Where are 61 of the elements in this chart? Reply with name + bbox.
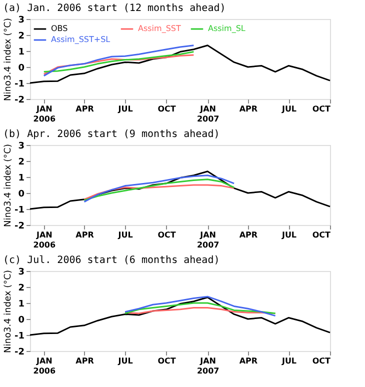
y-tick-label: 0 — [18, 316, 24, 326]
y-tick-label: 2 — [18, 284, 24, 294]
y-tick-label: -1 — [14, 80, 24, 90]
line-series — [29, 44, 331, 84]
x-tick-label: OCT — [158, 230, 176, 240]
x-tick-label: OCT — [312, 104, 332, 114]
chart-title: (a) Jan. 2006 start (12 months ahead) — [3, 3, 226, 14]
y-axis-title: Nino3.4 index (°C) — [4, 144, 14, 227]
legend-label: OBS — [51, 24, 68, 33]
y-tick-label: 1 — [18, 174, 24, 184]
x-tick-label: JUL — [117, 230, 133, 240]
y-tick-label: -2 — [14, 96, 24, 106]
x-tick-label: JAN 2006 — [33, 104, 56, 124]
x-tick-label: APR — [76, 230, 94, 240]
x-tick-label: JAN 2007 — [196, 104, 220, 124]
y-tick-label: -2 — [14, 222, 24, 232]
line-series — [84, 174, 235, 203]
y-tick-label: 3 — [18, 268, 24, 278]
y-tick-label: 1 — [18, 48, 24, 58]
line-series — [29, 170, 331, 210]
y-tick-label: 1 — [18, 300, 24, 310]
line-series — [29, 296, 331, 336]
line-series — [43, 44, 194, 77]
x-tick-label: JUL — [117, 356, 133, 366]
x-tick-label: JAN 2006 — [33, 230, 56, 250]
x-tick-label: OCT — [158, 356, 176, 366]
y-tick-label: 3 — [18, 16, 24, 26]
x-tick-label: JAN 2006 — [33, 356, 56, 376]
x-tick-label: JUL — [280, 230, 297, 240]
x-tick-label: JAN 2007 — [196, 356, 220, 376]
line-series — [124, 296, 276, 317]
chart-title: (c) Jul. 2006 start (6 months ahead) — [3, 255, 220, 266]
y-tick-label: 2 — [18, 158, 24, 168]
y-tick-label: 2 — [18, 32, 24, 42]
chart-title: (b) Apr. 2006 start (9 months ahead) — [3, 129, 220, 140]
line-series — [84, 178, 235, 201]
y-tick-label: 0 — [18, 190, 24, 200]
x-tick-label: JUL — [117, 104, 133, 114]
x-tick-label: JUL — [280, 356, 297, 366]
y-tick-label: 3 — [18, 142, 24, 152]
x-tick-label: JAN 2007 — [196, 230, 220, 250]
x-tick-label: JUL — [280, 104, 297, 114]
x-tick-label: APR — [239, 230, 258, 240]
x-tick-label: OCT — [312, 356, 332, 366]
legend-label: Assim_SST — [138, 24, 181, 33]
x-tick-label: APR — [76, 356, 94, 366]
x-tick-label: APR — [239, 356, 258, 366]
legend-label: Assim_SST+SL — [51, 35, 111, 44]
y-tick-label: 0 — [18, 64, 24, 74]
y-tick-label: -1 — [14, 206, 24, 216]
x-tick-label: APR — [239, 104, 258, 114]
line-series — [84, 184, 235, 200]
x-tick-label: OCT — [158, 104, 176, 114]
y-tick-label: -2 — [14, 348, 24, 358]
y-tick-label: -1 — [14, 332, 24, 342]
legend-label: Assim_SL — [208, 24, 246, 33]
x-tick-label: APR — [76, 104, 94, 114]
x-tick-label: OCT — [312, 230, 332, 240]
line-series — [124, 302, 276, 314]
y-axis-title: Nino3.4 index (°C) — [4, 270, 14, 353]
y-axis-title: Nino3.4 index (°C) — [4, 18, 14, 101]
